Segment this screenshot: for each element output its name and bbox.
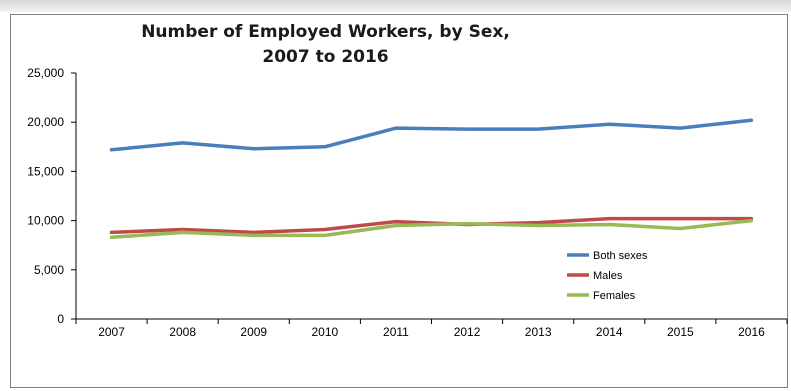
x-tick-label: 2014 <box>596 325 623 339</box>
window-top-strip <box>0 0 791 12</box>
chart-series-lines <box>109 118 754 240</box>
series-line-both-sexes <box>109 118 754 152</box>
x-tick-label: 2016 <box>738 325 765 339</box>
x-tick-label: 2013 <box>525 325 552 339</box>
legend-label-both-sexes: Both sexes <box>593 250 648 262</box>
y-tick-label: 25,000 <box>27 66 64 80</box>
series-line-females <box>109 218 754 240</box>
x-tick-label: 2011 <box>383 325 409 339</box>
y-tick-label: 10,000 <box>27 214 64 228</box>
chart-title-line-2: 2007 to 2016 <box>262 47 389 67</box>
x-tick-label: 2009 <box>240 325 267 339</box>
y-tick-label: 15,000 <box>27 164 64 178</box>
x-tick-label: 2010 <box>311 325 338 339</box>
chart-title-line-1: Number of Employed Workers, by Sex, <box>141 22 510 42</box>
y-tick-label: 0 <box>57 312 64 326</box>
chart-axes: 0 5,000 10,000 15,000 20,000 25,000 2007 2008 20… <box>27 66 788 339</box>
chart-frame <box>10 14 788 388</box>
legend-label-males: Males <box>593 270 623 282</box>
y-tick-label: 5,000 <box>34 263 64 277</box>
chart-legend: Both sexes Males Females <box>567 250 648 302</box>
x-tick-label: 2007 <box>98 325 125 339</box>
x-tick-label: 2015 <box>667 325 694 339</box>
x-tick-label: 2008 <box>169 325 196 339</box>
chart-title: Number of Employed Workers, by Sex, 2007… <box>0 20 651 70</box>
legend-label-females: Females <box>593 290 636 302</box>
x-tick-label: 2012 <box>454 325 481 339</box>
y-tick-label: 20,000 <box>27 115 64 129</box>
